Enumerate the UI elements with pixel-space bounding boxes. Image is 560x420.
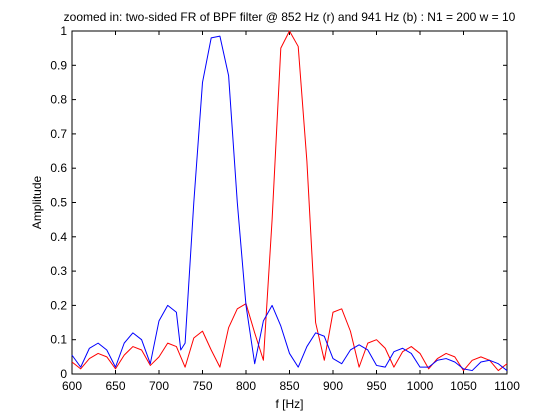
y-tick-label: 0.4 (50, 230, 67, 244)
y-tick-label: 0.2 (50, 298, 67, 312)
y-tick-label: 0.9 (50, 58, 67, 72)
y-tick-label: 0.7 (50, 127, 67, 141)
y-tick-label: 0.3 (50, 264, 67, 278)
x-tick-label: 750 (192, 379, 212, 393)
x-tick-label: 1000 (407, 379, 434, 393)
x-tick-label: 1100 (494, 379, 520, 393)
axes-box (72, 31, 507, 374)
x-tick-label: 600 (62, 379, 82, 393)
y-tick-label: 0.6 (50, 161, 67, 175)
y-tick-label: 0.5 (50, 196, 67, 210)
y-axis-label: Amplitude (30, 176, 44, 230)
x-tick-label: 950 (366, 379, 386, 393)
x-tick-label: 850 (279, 379, 299, 393)
chart-title: zoomed in: two-sided FR of BPF filter @ … (64, 10, 516, 24)
y-tick-label: 1 (60, 24, 67, 38)
y-tick-label: 0 (60, 367, 67, 381)
x-tick-label: 1050 (450, 379, 477, 393)
x-tick-label: 650 (105, 379, 125, 393)
y-tick-label: 0.8 (50, 93, 67, 107)
x-axis-label: f [Hz] (275, 397, 303, 411)
y-tick-label: 0.1 (50, 333, 67, 347)
x-tick-label: 900 (323, 379, 343, 393)
x-tick-label: 700 (149, 379, 169, 393)
plot-area (72, 31, 507, 374)
x-tick-label: 800 (236, 379, 256, 393)
